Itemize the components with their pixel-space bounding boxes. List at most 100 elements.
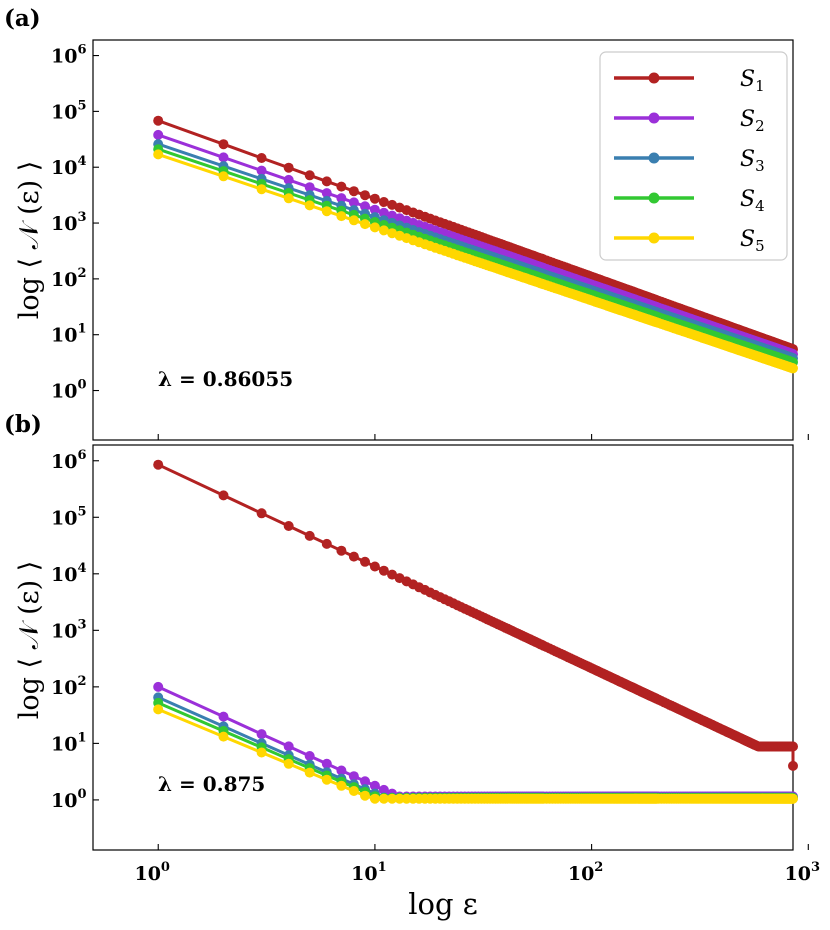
point-b-S5-8 <box>360 790 370 801</box>
point-b-S5-5 <box>321 774 332 785</box>
point-a-S1-6 <box>336 181 347 192</box>
point-a-S5-3 <box>283 193 294 204</box>
y-tick-label-a-3: 103 <box>51 210 87 235</box>
point-b-S1-9 <box>369 561 380 572</box>
y-tick-label-a-1: 101 <box>51 322 87 347</box>
point-a-S5-10 <box>378 225 389 236</box>
point-a-S2-0 <box>153 129 164 140</box>
point-b-S1-4 <box>304 530 315 541</box>
y-axis-label-b: log ⟨ 𝒩 (ε) ⟩ <box>14 561 45 720</box>
point-a-S2-1 <box>218 152 229 163</box>
point-a-S2-6 <box>336 193 347 204</box>
point-a-S5-6 <box>336 211 347 222</box>
y-tick-label-b-5: 105 <box>51 504 87 529</box>
legend: S1 S2 S3 S4 S5 <box>599 51 788 261</box>
point-b-S1-239 <box>788 760 798 771</box>
point-a-S5-9 <box>369 222 380 233</box>
point-b-S1-8 <box>360 556 370 567</box>
point-b-S5-6 <box>336 780 347 791</box>
series-b-S1 <box>153 459 798 771</box>
point-b-S1-5 <box>321 538 332 549</box>
x-axis-label: log ε <box>408 887 478 921</box>
y-tick-label-b-2: 102 <box>51 674 87 699</box>
legend-label-S3: S3 <box>740 147 765 175</box>
point-b-S2-10 <box>378 784 389 795</box>
point-a-S1-8 <box>360 190 370 201</box>
legend-label-S5: S5 <box>740 227 765 255</box>
point-b-S2-5 <box>321 758 332 769</box>
point-a-S1-0 <box>153 115 164 126</box>
x-tick-label-1: 101 <box>351 860 387 885</box>
series-panel-b <box>153 459 798 804</box>
point-a-S5-1 <box>218 171 229 182</box>
legend-marker-S1 <box>648 72 660 84</box>
point-a-S1-9 <box>369 193 380 204</box>
legend-marker-S2 <box>648 112 660 124</box>
y-tick-label-a-5: 105 <box>51 98 87 123</box>
legend-marker-S5 <box>648 232 660 244</box>
point-b-S5-4 <box>304 767 315 778</box>
point-b-S1-0 <box>153 459 164 470</box>
y-tick-label-a-6: 106 <box>51 43 87 68</box>
point-a-S5-8 <box>360 219 370 230</box>
point-b-S5-12 <box>394 793 405 804</box>
point-b-S1-7 <box>348 551 359 562</box>
point-b-S5-1 <box>218 731 229 742</box>
point-b-S1-3 <box>283 521 294 531</box>
point-b-S2-6 <box>336 765 347 776</box>
point-a-S1-4 <box>304 170 315 181</box>
point-a-S5-0 <box>153 149 164 160</box>
point-a-S1-5 <box>321 176 332 187</box>
point-b-S5-238 <box>788 793 798 804</box>
y-tick-label-a-0: 100 <box>51 378 87 403</box>
point-b-S5-7 <box>348 786 359 796</box>
point-a-S5-5 <box>321 206 332 217</box>
plot-frame-a <box>92 39 794 441</box>
point-a-S2-10 <box>378 207 389 218</box>
y-tick-label-a-2: 102 <box>51 266 87 291</box>
panel-label-b: (b) <box>4 411 42 438</box>
y-tick-label-b-0: 100 <box>51 787 87 812</box>
point-b-S5-9 <box>369 793 380 804</box>
legend-marker-S4 <box>648 192 660 204</box>
lambda-annotation-b: λ = 0.875 <box>158 772 265 796</box>
point-b-S2-7 <box>348 771 359 782</box>
point-b-S2-3 <box>283 741 294 752</box>
point-a-S1-11 <box>387 199 398 210</box>
y-tick-label-b-3: 103 <box>51 617 87 642</box>
series-a-S1 <box>153 115 798 355</box>
legend-label-S4: S4 <box>740 187 765 215</box>
legend-label-S1: S1 <box>740 67 765 95</box>
ticks-panel-b: 100 101 102 103 100 101 102 103 104 105 106 <box>51 448 820 885</box>
point-a-S1-1 <box>218 139 229 150</box>
x-tick-label-2: 102 <box>568 860 604 885</box>
lambda-annotation-a: λ = 0.86055 <box>158 367 293 391</box>
series-a-S5 <box>153 149 798 374</box>
legend-marker-S3 <box>648 152 660 164</box>
ticks-panel-a: 100 101 102 103 104 105 106 <box>51 43 809 440</box>
point-b-S1-11 <box>387 569 398 580</box>
point-a-S2-4 <box>304 182 315 193</box>
point-b-S2-8 <box>360 776 370 787</box>
point-a-S2-2 <box>256 165 267 176</box>
y-axis-label-a: log ⟨ 𝒩 (ε) ⟩ <box>14 161 45 320</box>
point-b-S1-6 <box>336 545 347 556</box>
point-b-S2-1 <box>218 711 229 722</box>
point-a-S5-4 <box>304 200 315 211</box>
y-tick-label-b-1: 101 <box>51 730 87 755</box>
point-a-S5-2 <box>256 184 267 195</box>
point-a-S1-10 <box>378 197 389 207</box>
x-tick-label-0: 100 <box>134 860 170 885</box>
y-tick-label-b-6: 106 <box>51 448 87 473</box>
point-a-S2-11 <box>387 210 398 221</box>
point-b-S2-9 <box>369 780 380 791</box>
point-b-S2-2 <box>256 729 267 740</box>
point-b-S1-2 <box>256 508 267 519</box>
point-a-S2-3 <box>283 174 294 185</box>
point-b-S2-4 <box>304 751 315 761</box>
point-a-S2-7 <box>348 197 359 208</box>
x-tick-label-3: 103 <box>785 860 821 885</box>
point-a-S5-7 <box>348 215 359 226</box>
point-b-S5-3 <box>283 758 294 769</box>
plot-frame-b <box>92 444 794 851</box>
